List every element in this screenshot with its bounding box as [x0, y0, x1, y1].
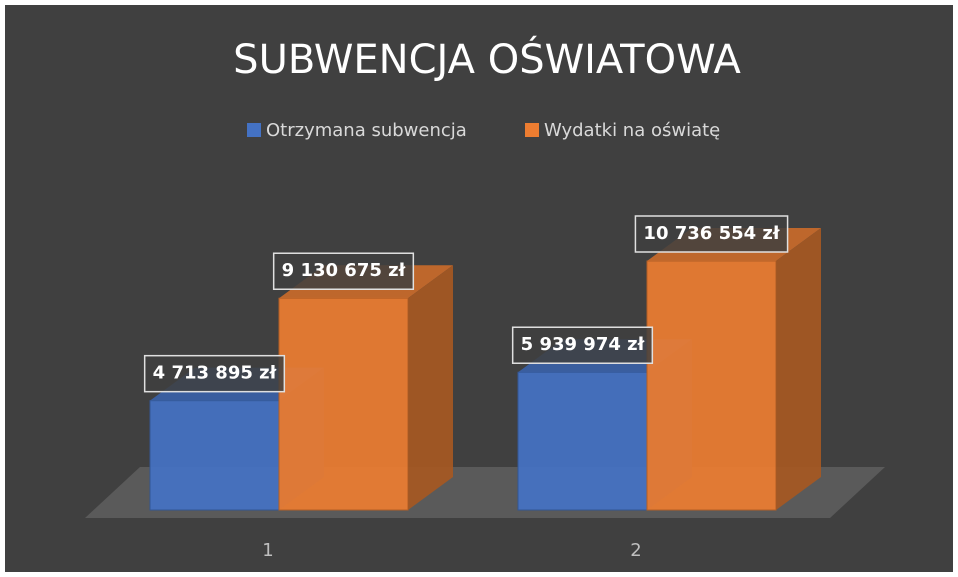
data-label-box	[143, 354, 286, 393]
bar-front	[149, 400, 280, 511]
legend-label: Wydatki na oświatę	[544, 120, 720, 141]
data-label-box	[634, 215, 789, 253]
data-label: 5 939 974 zł	[521, 334, 646, 355]
data-label: 10 736 554 zł	[643, 223, 780, 244]
bar-front	[278, 297, 409, 511]
x-tick-label: 1	[262, 540, 273, 561]
bar-side	[776, 228, 821, 510]
data-label: 4 713 895 zł	[153, 363, 278, 384]
bar-front	[517, 371, 648, 511]
legend-swatch	[247, 123, 261, 137]
bar-side	[408, 265, 453, 510]
data-label-box	[511, 326, 654, 364]
bar-front	[646, 260, 777, 511]
chart-title: SUBWENCJA OŚWIATOWA	[233, 35, 741, 83]
data-label-box	[272, 252, 415, 290]
legend-label: Otrzymana subwencja	[266, 120, 467, 141]
data-label: 9 130 675 zł	[282, 260, 407, 281]
legend-swatch	[525, 123, 539, 137]
x-tick-label: 2	[630, 540, 641, 561]
